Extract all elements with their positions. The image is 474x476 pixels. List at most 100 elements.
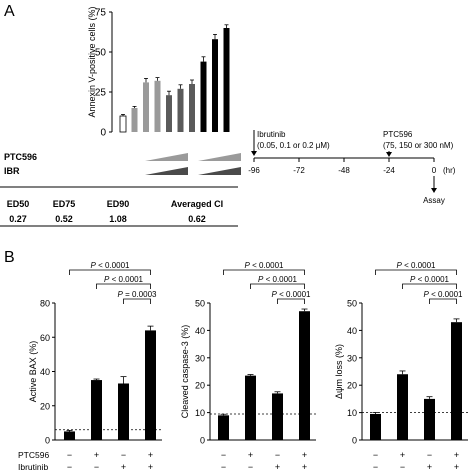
a-bar: [143, 82, 149, 132]
b-ptc596-sign: +: [248, 450, 253, 460]
ci-table: ED50 ED75 ED90 Averaged CI 0.27 0.52 1.0…: [0, 186, 238, 227]
b-ptc596-sign: −: [373, 450, 378, 460]
b-p-value-label: P < 0.0001: [410, 275, 449, 284]
b-ptc596-sign: −: [275, 450, 280, 460]
b-ibrutinib-sign: −: [373, 462, 378, 472]
panel-a-label: A: [4, 3, 15, 20]
b-ptc596-sign: +: [94, 450, 99, 460]
b-ibrutinib-sign: −: [248, 462, 253, 472]
a-bar: [177, 88, 184, 132]
b-y-tick-label: 0: [45, 436, 50, 446]
b-y-tick-label: 20: [347, 381, 357, 391]
b-y-tick-label: 10: [347, 408, 357, 418]
b-bar: [145, 330, 156, 440]
b-p-value-label: P < 0.0001: [272, 290, 311, 299]
b-y-tick-label: 20: [195, 381, 205, 391]
b-significance-bracket: [429, 298, 457, 304]
b-y-tick-label: 40: [347, 326, 357, 336]
treatment-timeline: Ibrutinib (0.05, 0.1 or 0.2 μM) PTC596 (…: [248, 130, 456, 205]
b-y-tick-label: 20: [40, 401, 50, 411]
timeline-assay-label: Assay: [423, 196, 445, 205]
b-ibrutinib-sign: −: [94, 462, 99, 472]
b-bar: [245, 375, 256, 440]
b-bar: [370, 413, 381, 440]
b-bar: [272, 393, 283, 440]
b-bar: [118, 383, 129, 440]
timeline-tick-96: -96: [248, 166, 260, 175]
b-y-tick-label: 0: [352, 436, 357, 446]
b-ibrutinib-sign: +: [454, 462, 459, 472]
active-bax-chart: 0 20 40 60 80 Active BAX (%) − − + − − + + + P < 0.000…: [28, 261, 162, 472]
b-significance-bracket: [277, 298, 305, 304]
timeline-tick-24: -24: [383, 166, 395, 175]
mito-potential-loss-chart: 0 10 20 30 40 50 Δψm loss (%) − − + − − + + + P < 0.000…: [334, 261, 468, 472]
b-y-tick-label: 0: [200, 436, 205, 446]
b-bar: [451, 322, 462, 440]
a-bar: [212, 39, 218, 133]
a-bar: [119, 115, 127, 133]
b-y-tick-label: 10: [195, 408, 205, 418]
b-significance-bracket: [250, 283, 305, 289]
timeline-ibrutinib-dose: (0.05, 0.1 or 0.2 μM): [257, 141, 330, 150]
b-y-tick-label: 30: [347, 353, 357, 363]
b-y-label: Cleaved caspase-3 (%): [180, 325, 190, 419]
b-bar: [91, 380, 102, 440]
b-ptc596-row-label: PTC596: [18, 450, 49, 460]
ci-header-ed50: ED50: [7, 199, 30, 209]
b-ptc596-sign: +: [454, 450, 459, 460]
b-ptc596-sign: +: [400, 450, 405, 460]
b-ptc596-sign: −: [121, 450, 126, 460]
b-bar: [299, 311, 310, 440]
ibr-dose-wedges: [145, 167, 241, 175]
a-bar: [166, 95, 172, 132]
a-bar: [154, 80, 161, 132]
b-p-value-label: P = 0.0003: [118, 290, 157, 299]
b-ibrutinib-sign: +: [302, 462, 307, 472]
ci-value-averaged-ci: 0.62: [188, 214, 206, 224]
b-bar: [218, 415, 229, 440]
a-y-tick-label: 0: [100, 128, 106, 139]
b-ibrutinib-sign: −: [67, 462, 72, 472]
timeline-unit: (hr): [443, 166, 456, 175]
b-significance-bracket: [375, 269, 457, 275]
b-y-tick-label: 50: [195, 299, 205, 309]
b-p-value-label: P < 0.0001: [424, 290, 463, 299]
b-ibrutinib-sign: −: [400, 462, 405, 472]
b-ibrutinib-row-label: Ibrutinib: [18, 462, 49, 472]
b-bar: [397, 374, 408, 440]
ci-header-averaged-ci: Averaged CI: [171, 199, 223, 209]
panel-b-label: B: [4, 249, 15, 266]
ptc596-row-label: PTC596: [4, 152, 37, 162]
ci-value-ed50: 0.27: [9, 214, 27, 224]
timeline-ibrutinib-label: Ibrutinib: [257, 130, 286, 139]
b-p-value-label: P < 0.0001: [245, 261, 284, 270]
b-ptc596-sign: −: [67, 450, 72, 460]
b-p-value-label: P < 0.0001: [258, 275, 297, 284]
b-y-label: Δψm loss (%): [334, 344, 344, 399]
b-ibrutinib-sign: +: [121, 462, 126, 472]
ci-header-ed75: ED75: [53, 199, 76, 209]
b-ptc596-sign: +: [148, 450, 153, 460]
b-bar: [64, 431, 75, 440]
b-ibrutinib-sign: +: [427, 462, 432, 472]
b-ptc596-sign: +: [302, 450, 307, 460]
b-y-tick-label: 60: [40, 333, 50, 343]
cleaved-caspase3-chart: 0 10 20 30 40 50 Cleaved caspase-3 (%) − − + − − + + +…: [180, 261, 316, 472]
b-y-tick-label: 30: [195, 353, 205, 363]
a-y-tick-label: 25: [95, 88, 107, 99]
b-significance-bracket: [402, 283, 457, 289]
timeline-ptc596-dose: (75, 150 or 300 nM): [383, 141, 454, 150]
a-y-tick-label: 50: [95, 48, 107, 59]
b-y-tick-label: 80: [40, 299, 50, 309]
b-y-tick-label: 50: [347, 299, 357, 309]
b-ibrutinib-sign: +: [275, 462, 280, 472]
ci-value-ed75: 0.52: [55, 214, 73, 224]
b-p-value-label: P < 0.0001: [397, 261, 436, 270]
b-significance-bracket: [69, 269, 151, 275]
timeline-ptc596-label: PTC596: [383, 130, 413, 139]
b-ptc596-sign: −: [221, 450, 226, 460]
a-bar: [189, 84, 195, 132]
ci-header-ed90: ED90: [107, 199, 130, 209]
b-p-value-label: P < 0.0001: [104, 275, 143, 284]
